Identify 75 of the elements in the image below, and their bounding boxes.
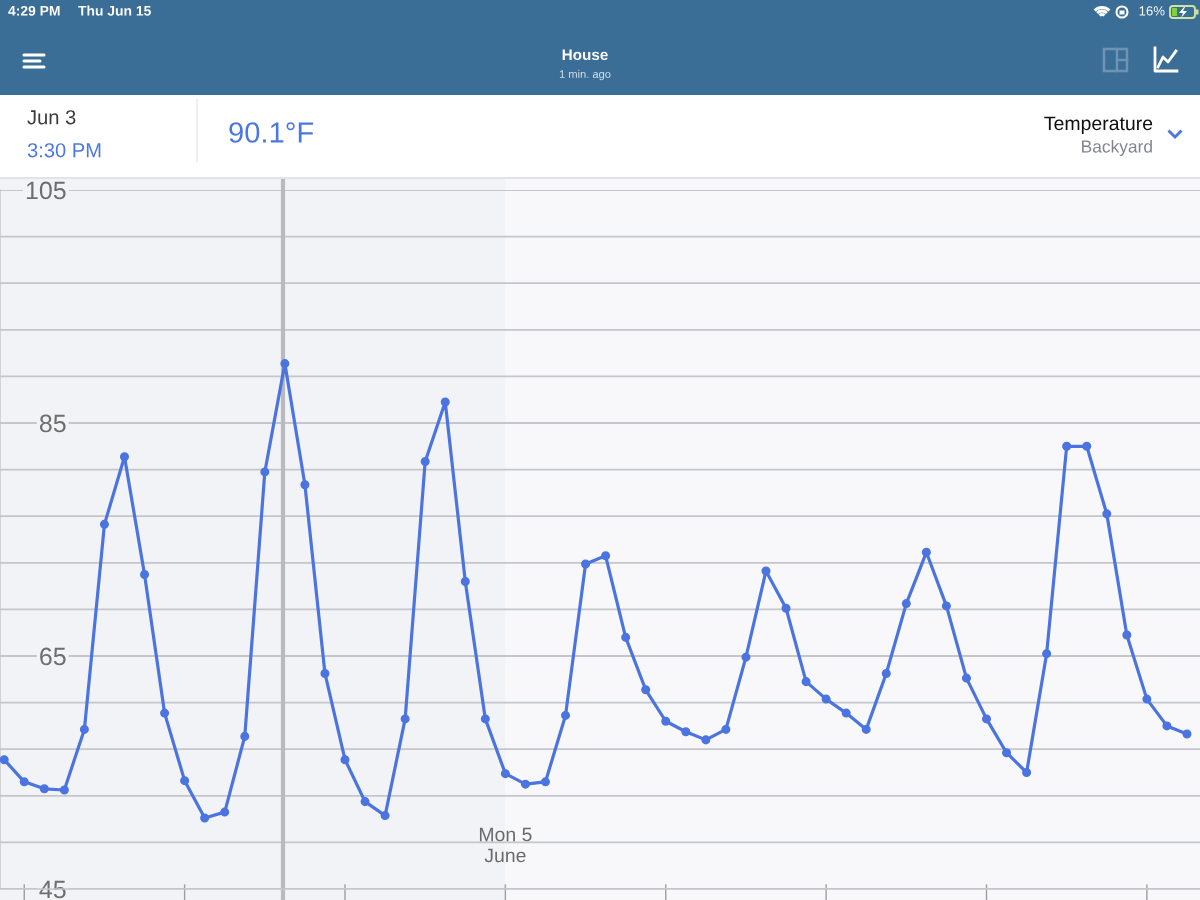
- point: [220, 807, 230, 817]
- point: [0, 755, 9, 765]
- point: [941, 601, 951, 611]
- point: [901, 599, 911, 609]
- point: [400, 714, 410, 724]
- chart-subtitle: 1 min. ago: [559, 69, 611, 81]
- point: [781, 603, 791, 613]
- point: [360, 797, 370, 807]
- point: [140, 569, 150, 579]
- text: 4:29 PM: [8, 5, 60, 16]
- text: 3:30 PM: [27, 143, 101, 158]
- point: [721, 724, 731, 734]
- point: [340, 755, 350, 765]
- point: [1102, 509, 1112, 519]
- y-tick-label: 65: [40, 647, 66, 666]
- point: [821, 694, 831, 704]
- point: [1022, 767, 1032, 778]
- point: [841, 708, 851, 718]
- point: [500, 769, 510, 779]
- point: [380, 811, 390, 821]
- point: [861, 724, 871, 734]
- text: 16%: [1139, 6, 1165, 16]
- point: [99, 519, 109, 529]
- point: [981, 714, 992, 724]
- text: 90.1°F: [229, 122, 314, 143]
- y-tick-label: 45: [39, 880, 66, 899]
- point: [39, 784, 49, 794]
- text: Jun 3: [27, 110, 76, 125]
- point: [701, 735, 711, 745]
- point: [320, 668, 330, 678]
- point: [19, 777, 29, 787]
- point: [741, 652, 751, 662]
- y-tick-label: 85: [39, 414, 66, 433]
- chart-title: House: [562, 49, 608, 61]
- point: [1182, 729, 1192, 739]
- point: [79, 724, 89, 734]
- text: Temperature: [1044, 116, 1153, 135]
- point: [160, 708, 170, 718]
- point: [440, 397, 450, 407]
- point: [1122, 630, 1132, 640]
- point: [240, 731, 250, 741]
- point: [921, 547, 931, 557]
- point: [1082, 441, 1092, 451]
- point: [761, 566, 771, 576]
- text: Backyard: [1082, 139, 1152, 157]
- point: [180, 776, 190, 786]
- point: [1002, 748, 1012, 758]
- point: [119, 452, 130, 462]
- point: [1162, 721, 1172, 731]
- point: [621, 632, 631, 642]
- point: [681, 727, 691, 737]
- point: [59, 785, 69, 795]
- point: [520, 779, 530, 789]
- text: Thu Jun 15: [78, 5, 151, 16]
- point: [540, 777, 550, 787]
- point: [1062, 441, 1072, 451]
- point: [1042, 649, 1052, 659]
- point: [300, 480, 310, 490]
- point: [581, 559, 591, 569]
- x-tick-label: Mon 5 June: [479, 827, 532, 863]
- point: [661, 716, 671, 726]
- point: [801, 677, 811, 687]
- point: [561, 710, 571, 720]
- y-tick-label: 105: [26, 181, 66, 200]
- point: [280, 359, 290, 369]
- point: [460, 576, 470, 586]
- point: [420, 456, 430, 466]
- point: [641, 685, 651, 695]
- point: [961, 673, 971, 683]
- point: [260, 467, 270, 477]
- point: [1142, 694, 1152, 704]
- point: [480, 714, 490, 724]
- point: [601, 551, 611, 561]
- point: [881, 668, 891, 678]
- point: [200, 813, 210, 823]
